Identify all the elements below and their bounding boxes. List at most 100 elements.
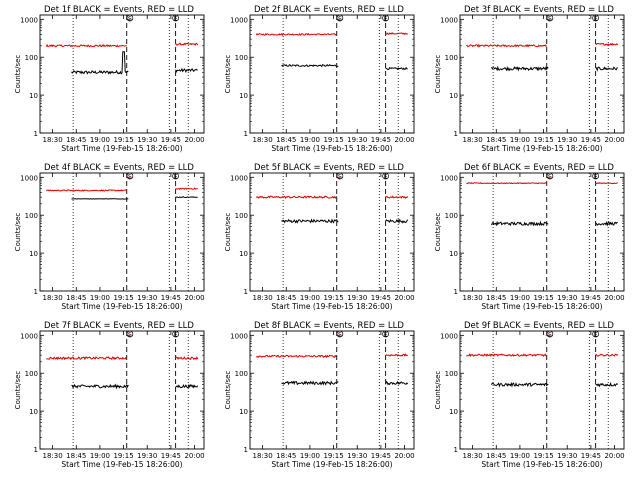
x-tick-label: 19:30	[557, 136, 577, 144]
x-tick-label: 19:00	[300, 452, 320, 460]
x-tick-label: 18:45	[66, 294, 86, 302]
y-tick-label: 1000	[440, 16, 458, 24]
lld-series-line	[46, 45, 126, 47]
panel-title: Det 5f BLACK = Events, RED = LLD	[254, 163, 404, 173]
lld-series-line	[386, 33, 408, 34]
x-tick-label: 18:30	[43, 136, 63, 144]
x-tick-label: 20:00	[184, 136, 204, 144]
x-tick-label: 19:15	[113, 136, 133, 144]
x-tick-label: 18:45	[66, 452, 86, 460]
x-tick-label: 19:00	[300, 294, 320, 302]
events-series-line	[282, 65, 339, 67]
x-tick-label: 18:30	[253, 452, 273, 460]
marker-label: S	[338, 174, 342, 181]
y-tick-label: 1000	[230, 174, 248, 182]
y-tick-label: 1000	[20, 16, 38, 24]
marker-label: E	[594, 332, 598, 339]
y-tick-label: 1000	[20, 332, 38, 340]
x-tick-label: 18:45	[276, 136, 296, 144]
y-axis-label: Counts/sec	[224, 213, 232, 252]
lld-series-line	[466, 183, 546, 184]
y-tick-label: 100	[25, 54, 38, 62]
y-tick-label: 100	[235, 370, 248, 378]
detector-panel-9: Det 9f BLACK = Events, RED = LLD11010010…	[434, 321, 625, 469]
x-tick-label: 19:30	[137, 452, 157, 460]
y-tick-label: 1	[454, 130, 458, 138]
detector-panel-4: Det 4f BLACK = Events, RED = LLD11010010…	[14, 163, 205, 311]
y-tick-label: 1	[34, 446, 38, 454]
x-axis-label: Start Time (19-Feb-15 18:26:00)	[481, 144, 602, 153]
events-series-line	[282, 220, 339, 223]
x-axis-label: Start Time (19-Feb-15 18:26:00)	[481, 302, 602, 311]
events-series-line	[386, 220, 408, 223]
x-tick-label: 19:45	[161, 136, 181, 144]
y-tick-label: 1	[34, 130, 38, 138]
marker-label: S	[548, 16, 552, 23]
lld-series-line	[256, 196, 336, 198]
events-series-line	[72, 385, 129, 388]
events-series-line	[596, 67, 618, 70]
y-axis-label: Counts/sec	[14, 55, 22, 94]
x-tick-label: 18:30	[253, 136, 273, 144]
x-tick-label: 19:45	[161, 452, 181, 460]
events-series-line	[596, 222, 618, 225]
lld-series-line	[596, 354, 618, 356]
panel-title: Det 2f BLACK = Events, RED = LLD	[254, 5, 404, 15]
marker-label: E	[174, 332, 178, 339]
detector-panel-1: Det 1f BLACK = Events, RED = LLD11010010…	[14, 5, 205, 153]
x-tick-label: 19:15	[323, 294, 343, 302]
plot-frame	[40, 15, 204, 133]
x-tick-label: 19:15	[323, 136, 343, 144]
x-tick-label: 19:45	[581, 136, 601, 144]
x-tick-label: 20:00	[184, 294, 204, 302]
events-series-line	[386, 68, 408, 70]
x-axis-label: Start Time (19-Feb-15 18:26:00)	[61, 144, 182, 153]
x-tick-label: 20:00	[394, 294, 414, 302]
y-tick-label: 10	[449, 92, 458, 100]
lld-series-line	[386, 354, 408, 356]
marker-label: E	[594, 174, 598, 181]
y-tick-label: 100	[25, 370, 38, 378]
marker-label: E	[174, 174, 178, 181]
detector-panel-2: Det 2f BLACK = Events, RED = LLD11010010…	[224, 5, 415, 153]
x-tick-label: 18:45	[276, 452, 296, 460]
marker-label: S	[128, 174, 132, 181]
y-tick-label: 100	[445, 212, 458, 220]
plot-frame	[40, 331, 204, 449]
x-tick-label: 19:00	[510, 294, 530, 302]
events-series-line	[176, 385, 198, 388]
lld-series-line	[596, 44, 618, 46]
lld-series-line	[46, 357, 126, 359]
x-tick-label: 19:30	[557, 294, 577, 302]
detector-panel-6: Det 6f BLACK = Events, RED = LLD11010010…	[434, 163, 625, 311]
y-tick-label: 10	[29, 92, 38, 100]
x-axis-label: Start Time (19-Feb-15 18:26:00)	[61, 460, 182, 469]
detector-panel-8: Det 8f BLACK = Events, RED = LLD11010010…	[224, 321, 415, 469]
x-tick-label: 18:45	[66, 136, 86, 144]
events-series-line	[282, 382, 339, 385]
y-axis-label: Counts/sec	[434, 55, 442, 94]
y-tick-label: 1000	[440, 332, 458, 340]
y-tick-label: 100	[445, 370, 458, 378]
events-series-line	[176, 69, 198, 72]
y-tick-label: 1	[244, 288, 248, 296]
x-tick-label: 19:00	[300, 136, 320, 144]
x-tick-label: 19:45	[161, 294, 181, 302]
x-tick-label: 19:45	[581, 452, 601, 460]
y-tick-label: 10	[449, 250, 458, 258]
y-tick-label: 1	[454, 288, 458, 296]
marker-label: E	[384, 332, 388, 339]
y-tick-label: 100	[235, 212, 248, 220]
y-tick-label: 1000	[20, 174, 38, 182]
x-tick-label: 19:30	[137, 136, 157, 144]
marker-label: E	[594, 16, 598, 23]
y-tick-label: 10	[29, 250, 38, 258]
x-tick-label: 20:00	[604, 136, 624, 144]
lld-series-line	[46, 190, 126, 191]
y-axis-label: Counts/sec	[434, 213, 442, 252]
y-tick-label: 10	[449, 408, 458, 416]
x-tick-label: 19:45	[371, 294, 391, 302]
y-axis-label: Counts/sec	[14, 213, 22, 252]
x-tick-label: 19:15	[533, 452, 553, 460]
